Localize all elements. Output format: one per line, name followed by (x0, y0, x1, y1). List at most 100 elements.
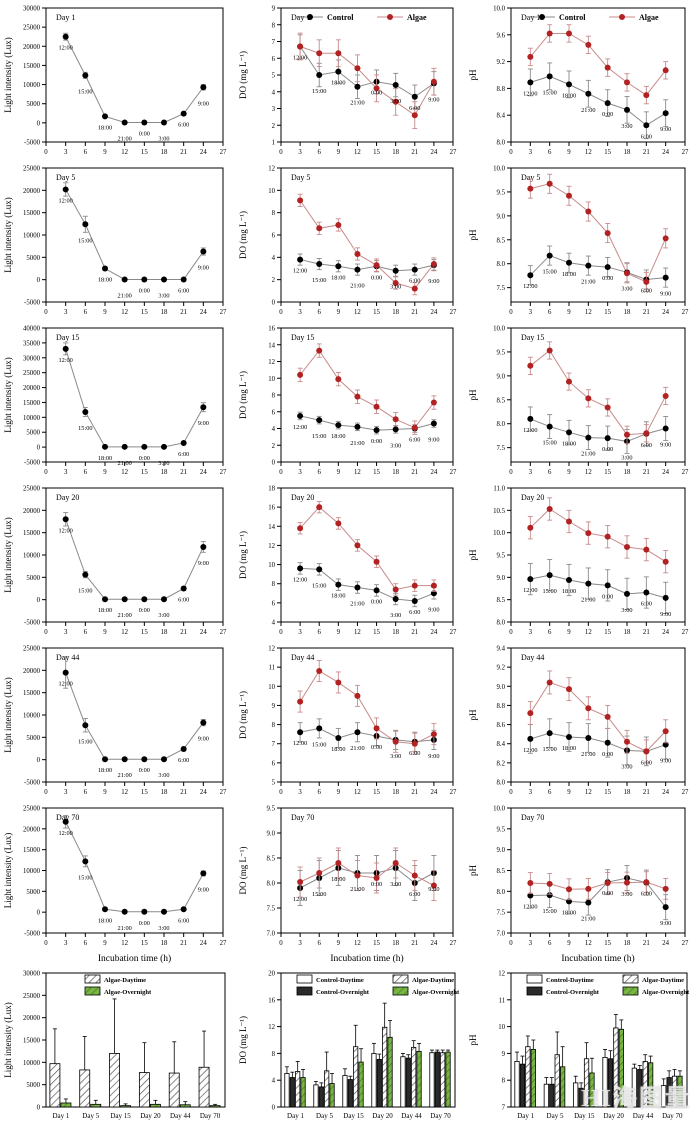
svg-text:3:00: 3:00 (390, 612, 401, 619)
svg-text:25000: 25000 (23, 370, 41, 377)
svg-text:11: 11 (268, 665, 275, 672)
data-point (527, 576, 534, 583)
svg-text:Algae-Daytime: Algae-Daytime (642, 977, 684, 984)
data-point (585, 899, 592, 906)
light-day1-chart: -5000 0 5000 10000 15000 20000 25000 30000 Light… (3, 6, 227, 157)
data-point (392, 860, 399, 866)
svg-text:15:00: 15:00 (78, 588, 92, 595)
bar-control-daytime (400, 1056, 406, 1108)
svg-text:18: 18 (392, 149, 399, 156)
svg-text:Control-Daytime: Control-Daytime (316, 977, 364, 984)
svg-text:15: 15 (604, 149, 611, 156)
svg-text:8.5: 8.5 (497, 237, 506, 244)
svg-text:6:00: 6:00 (409, 750, 420, 757)
bar-algae-daytime (79, 1069, 91, 1108)
svg-text:25000: 25000 (23, 806, 41, 813)
data-point (585, 434, 592, 441)
bar-algae-overnight (416, 1050, 422, 1108)
series-line-algae (299, 670, 435, 745)
svg-text:-5000: -5000 (24, 620, 40, 627)
data-point (585, 705, 592, 712)
series-line-light (65, 189, 204, 280)
svg-text:3: 3 (298, 789, 302, 796)
svg-text:8: 8 (272, 722, 276, 729)
svg-text:10000: 10000 (23, 82, 41, 89)
svg-text:Incubation time (h): Incubation time (h) (330, 953, 403, 964)
svg-text:1: 1 (272, 140, 275, 147)
series-line-algae (530, 349, 667, 436)
data-point (141, 756, 148, 763)
svg-text:4: 4 (272, 426, 276, 433)
svg-text:4: 4 (272, 1078, 276, 1085)
bar-algae-daytime (671, 1075, 678, 1108)
data-point (527, 880, 534, 886)
data-point (392, 586, 399, 593)
svg-text:8.6: 8.6 (497, 722, 506, 729)
data-point (141, 119, 148, 126)
svg-text:12: 12 (585, 789, 592, 796)
data-point (585, 395, 592, 402)
svg-text:Day 70: Day 70 (521, 813, 544, 822)
svg-text:9.5: 9.5 (497, 826, 506, 833)
data-point (546, 730, 553, 737)
svg-text:21:00: 21:00 (117, 772, 131, 779)
svg-text:12: 12 (121, 149, 128, 156)
svg-text:15:00: 15:00 (312, 741, 326, 748)
data-point (354, 423, 361, 430)
svg-text:6: 6 (318, 309, 322, 316)
bar-algae-daytime (583, 1058, 590, 1108)
svg-text:24: 24 (430, 469, 437, 476)
svg-text:0: 0 (279, 629, 283, 636)
data-point (411, 285, 418, 292)
svg-text:Day 5: Day 5 (316, 1112, 333, 1120)
data-point (662, 425, 669, 432)
svg-text:9.5: 9.5 (267, 806, 276, 813)
svg-text:6: 6 (318, 940, 322, 947)
svg-text:15: 15 (373, 309, 380, 316)
data-point (297, 412, 304, 419)
svg-text:DO (mg L⁻¹): DO (mg L⁻¹) (238, 371, 248, 419)
data-point (662, 885, 669, 892)
data-point (62, 516, 69, 523)
svg-text:15:00: 15:00 (542, 588, 556, 595)
data-point (662, 392, 669, 399)
svg-text:5000: 5000 (26, 255, 40, 262)
svg-text:27: 27 (220, 629, 227, 636)
svg-text:18: 18 (161, 309, 168, 316)
svg-text:Light intensity (Lux): Light intensity (Lux) (3, 1002, 13, 1078)
svg-text:Algae-Daytime: Algae-Daytime (104, 977, 146, 984)
data-point (335, 734, 342, 741)
bar-control-overnight (578, 1087, 584, 1108)
svg-text:DO (mg L⁻¹): DO (mg L⁻¹) (238, 847, 248, 895)
svg-text:27: 27 (450, 469, 457, 476)
svg-text:11: 11 (498, 997, 505, 1004)
svg-text:24: 24 (662, 469, 669, 476)
svg-text:27: 27 (682, 149, 689, 156)
data-point (161, 908, 167, 915)
svg-text:21:00: 21:00 (581, 597, 595, 604)
svg-text:18:00: 18:00 (562, 588, 576, 595)
data-point (604, 582, 611, 589)
svg-text:7.5: 7.5 (267, 906, 276, 913)
svg-text:24: 24 (662, 149, 669, 156)
bar-algae-overnight (677, 1075, 683, 1108)
data-point (200, 870, 207, 877)
svg-text:21:00: 21:00 (581, 107, 595, 114)
svg-text:10.0: 10.0 (493, 6, 505, 13)
data-point (662, 594, 669, 601)
panel-ph-day5: 7.5 8.0 8.5 9.0 9.5 10.0 pH 0 3 6 9 12 15 18 21 24 27 Day… (465, 160, 697, 320)
data-point (161, 596, 167, 603)
data-point (180, 585, 187, 592)
svg-text:18:00: 18:00 (98, 124, 112, 131)
ph-day70-chart: 7.0 7.5 8.0 8.5 9.0 9.5 10.0 pH Incubation time … (468, 806, 689, 965)
svg-text:8.0: 8.0 (267, 881, 276, 888)
svg-text:5000: 5000 (26, 575, 40, 582)
svg-text:27: 27 (450, 789, 457, 796)
data-point (662, 274, 669, 281)
bar-algae-overnight (150, 1103, 161, 1108)
svg-text:8: 8 (272, 210, 276, 217)
series-line-light (65, 36, 204, 123)
svg-text:3:00: 3:00 (621, 285, 632, 292)
svg-text:0:00: 0:00 (371, 274, 382, 281)
svg-text:18:00: 18:00 (331, 274, 345, 281)
